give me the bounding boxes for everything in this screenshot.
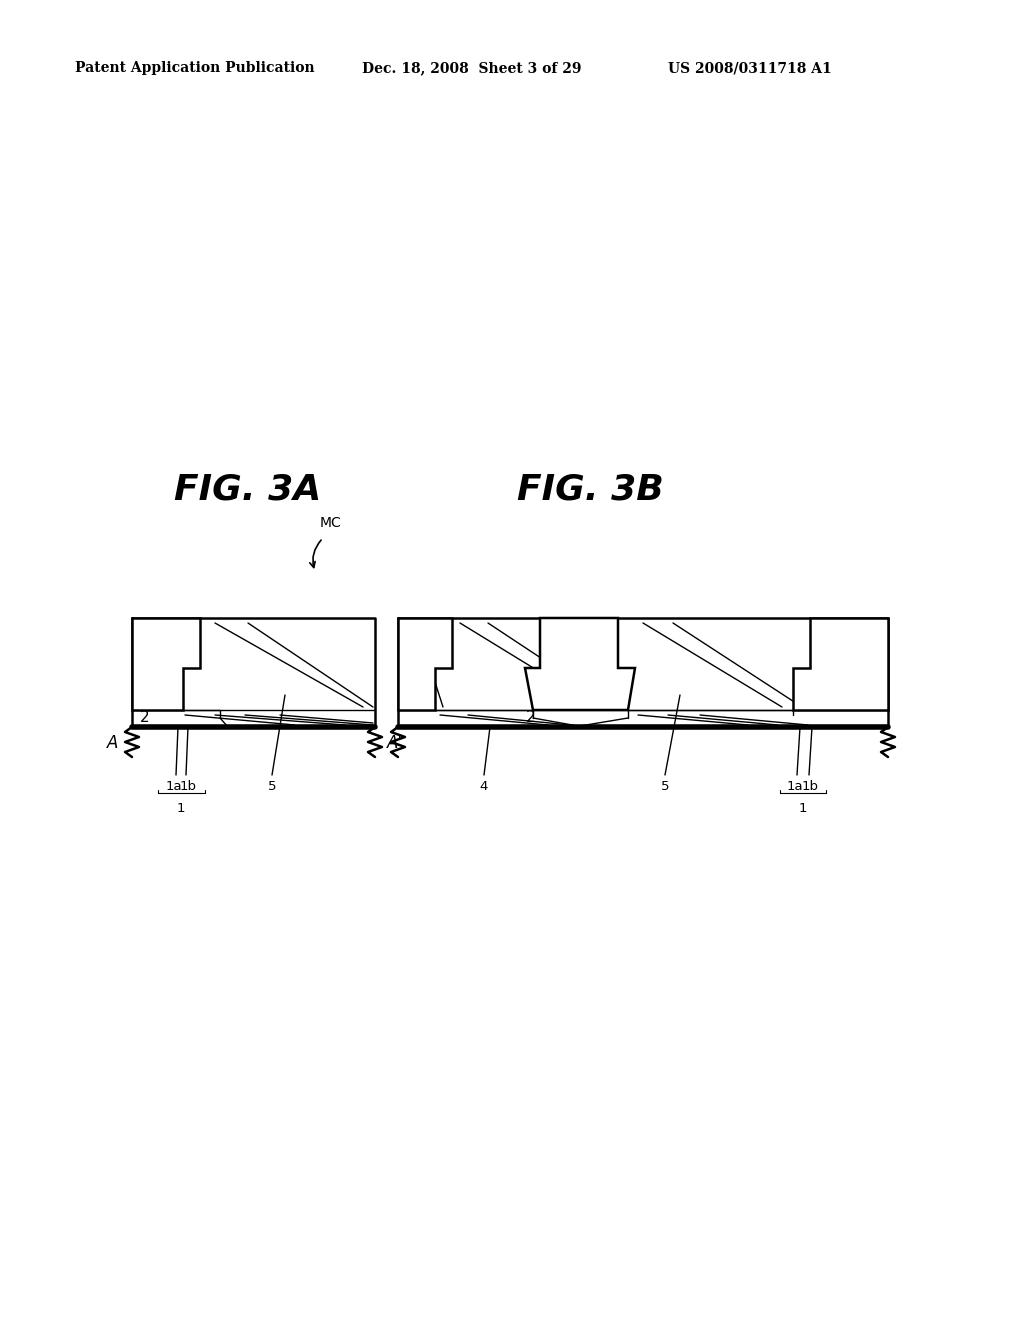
Text: 2: 2 bbox=[526, 710, 536, 726]
Polygon shape bbox=[525, 618, 635, 710]
Polygon shape bbox=[398, 618, 452, 710]
Text: MC: MC bbox=[319, 516, 342, 531]
Text: 1a: 1a bbox=[786, 780, 803, 793]
Text: A': A' bbox=[387, 734, 403, 752]
Text: 2: 2 bbox=[140, 710, 150, 726]
Text: 5: 5 bbox=[660, 780, 670, 793]
Text: A: A bbox=[106, 734, 118, 752]
Text: Patent Application Publication: Patent Application Publication bbox=[75, 61, 314, 75]
Text: 1b: 1b bbox=[802, 780, 818, 793]
Text: 4: 4 bbox=[480, 780, 488, 793]
Text: 1b: 1b bbox=[179, 780, 197, 793]
Text: 1: 1 bbox=[799, 803, 807, 814]
Text: FIG. 3A: FIG. 3A bbox=[174, 473, 322, 507]
Polygon shape bbox=[793, 618, 888, 710]
Text: FIG. 3B: FIG. 3B bbox=[517, 473, 664, 507]
Text: Dec. 18, 2008  Sheet 3 of 29: Dec. 18, 2008 Sheet 3 of 29 bbox=[362, 61, 582, 75]
Text: US 2008/0311718 A1: US 2008/0311718 A1 bbox=[668, 61, 831, 75]
Polygon shape bbox=[132, 618, 200, 710]
Text: 1a: 1a bbox=[166, 780, 182, 793]
Text: 1: 1 bbox=[177, 803, 185, 814]
Text: 5: 5 bbox=[267, 780, 276, 793]
